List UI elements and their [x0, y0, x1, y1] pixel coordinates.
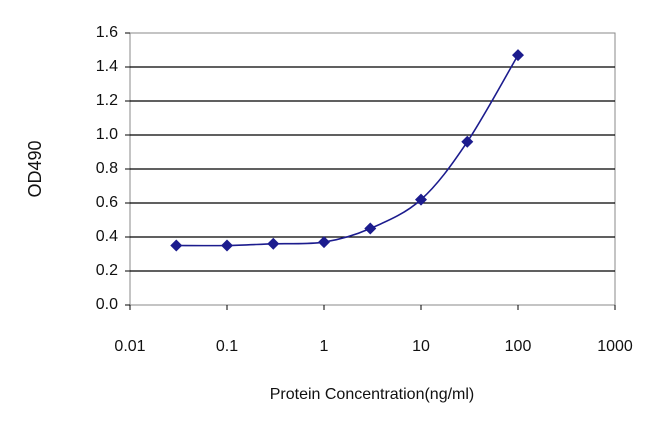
marker — [267, 237, 280, 250]
x-tick-label: 0.1 — [216, 338, 238, 355]
y-tick-label: 1.6 — [96, 24, 118, 41]
marker — [461, 135, 474, 148]
x-tick-label: 1 — [320, 338, 329, 355]
marker — [221, 239, 233, 252]
marker — [318, 236, 330, 249]
y-tick-label: 0.6 — [96, 194, 118, 211]
y-tick-label: 1.4 — [96, 58, 118, 75]
y-tick-label: 0.2 — [96, 262, 118, 279]
marker — [512, 49, 524, 62]
marker — [415, 193, 427, 206]
y-tick-label: 1.0 — [96, 126, 118, 143]
y-tick-label: 0.4 — [96, 228, 118, 245]
y-tick-label: 1.2 — [96, 92, 118, 109]
x-tick-label: 10 — [412, 338, 430, 355]
marker — [364, 222, 377, 235]
y-tick-label: 0.0 — [96, 296, 118, 313]
x-axis-label: Protein Concentration(ng/ml) — [270, 386, 475, 403]
y-tick-label: 0.8 — [96, 160, 118, 177]
y-axis-label: OD490 — [25, 140, 45, 197]
x-tick-label: 1000 — [597, 338, 633, 355]
x-tick-label: 100 — [505, 338, 532, 355]
marker — [170, 239, 183, 252]
x-tick-label: 0.01 — [114, 338, 145, 355]
